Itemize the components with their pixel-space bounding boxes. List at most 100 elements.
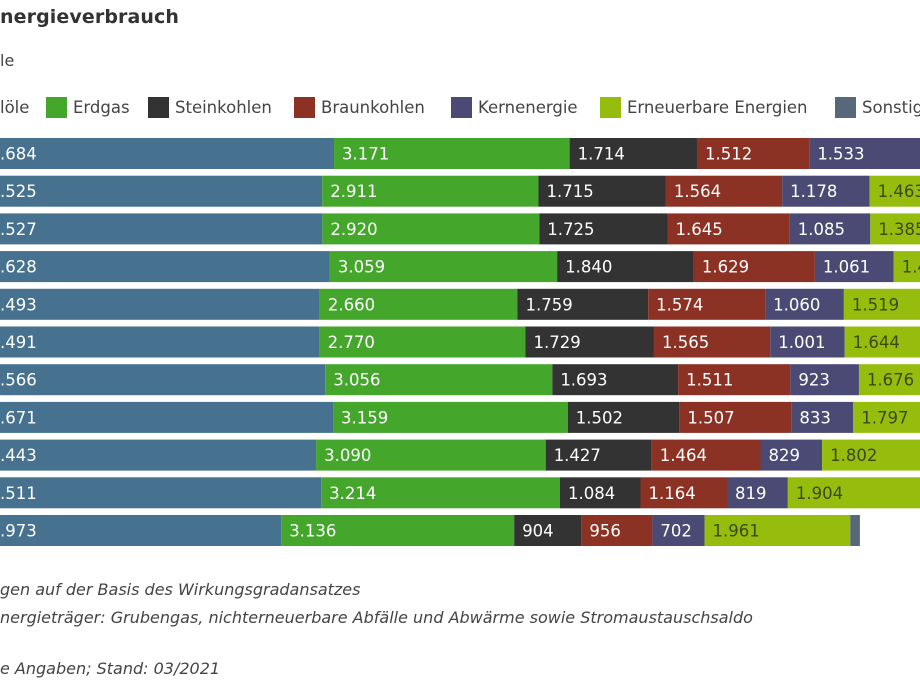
- data-label: 1.084: [568, 484, 615, 503]
- bar-segment-erdgas[interactable]: [281, 515, 515, 546]
- bar-segment-steinkohlen[interactable]: [525, 326, 654, 358]
- bar-segment-l-le[interactable]: [0, 439, 317, 471]
- data-label: 1.4: [902, 258, 920, 277]
- data-label: 904: [522, 522, 554, 541]
- bar-segment-steinkohlen[interactable]: [569, 138, 697, 169]
- footnote-2: nergieträger: Grubengas, nichterneuerbar…: [0, 608, 753, 627]
- bar-segment-l-le[interactable]: [0, 175, 323, 207]
- chart-subtitle: le: [0, 51, 15, 70]
- bar-segment-braunkohlen[interactable]: [678, 364, 791, 396]
- bar-segment-kernenergie[interactable]: [770, 326, 845, 358]
- bar-segment-erneuerbare-energien[interactable]: [787, 477, 920, 509]
- bar-segment-steinkohlen[interactable]: [559, 477, 641, 509]
- bar-segment-erdgas[interactable]: [333, 401, 568, 433]
- data-label: 1.729: [533, 333, 580, 352]
- bar-segment-kernenergie[interactable]: [790, 364, 859, 396]
- bar-segment-braunkohlen[interactable]: [696, 138, 810, 169]
- legend-item-1[interactable]: löle: [0, 95, 29, 119]
- bar-segment-kernenergie[interactable]: [765, 288, 844, 320]
- bar-segment-l-le[interactable]: [0, 138, 335, 169]
- bar-segment-erdgas[interactable]: [321, 477, 560, 509]
- legend-item-4[interactable]: Braunkohlen: [294, 95, 425, 119]
- bar-segment-erneuerbare-energien[interactable]: [853, 401, 920, 433]
- data-label: .491: [0, 333, 37, 352]
- bar-segment-l-le[interactable]: [0, 515, 282, 546]
- data-label: .684: [0, 145, 37, 164]
- data-label: 3.214: [329, 484, 376, 503]
- data-label: 1.533: [817, 145, 864, 164]
- bar-segment-kernenergie[interactable]: [789, 213, 871, 245]
- bar-segment-erneuerbare-energien[interactable]: [822, 439, 920, 471]
- bar-segment-steinkohlen[interactable]: [539, 213, 668, 245]
- bar-segment-kernenergie[interactable]: [791, 401, 854, 433]
- bar-segment-kernenergie[interactable]: [782, 175, 870, 207]
- bar-segment-l-le[interactable]: [0, 364, 326, 396]
- bar-segment-erneuerbare-energien[interactable]: [869, 175, 920, 207]
- bar-segment-braunkohlen[interactable]: [581, 515, 653, 546]
- bar-segment-steinkohlen[interactable]: [567, 401, 680, 433]
- bar-segment-l-le[interactable]: [0, 213, 323, 245]
- bar-row-11: .973 3.136 904 956 702 1.961: [0, 515, 860, 546]
- data-label: 1.676: [867, 371, 914, 390]
- bar-segment-braunkohlen[interactable]: [648, 288, 766, 320]
- bar-segment-erneuerbare-energien[interactable]: [843, 288, 920, 320]
- data-label: 833: [799, 408, 831, 427]
- bar-segment-steinkohlen[interactable]: [552, 364, 679, 396]
- bar-segment-erneuerbare-energien[interactable]: [858, 364, 920, 396]
- data-label: 3.059: [338, 258, 385, 277]
- legend-item-3[interactable]: Steinkohlen: [148, 95, 272, 119]
- bar-segment-braunkohlen[interactable]: [640, 477, 727, 509]
- bar-segment-kernenergie[interactable]: [760, 439, 823, 471]
- bar-segment-braunkohlen[interactable]: [693, 251, 815, 283]
- bar-segment-kernenergie[interactable]: [652, 515, 705, 546]
- data-label: 829: [769, 446, 801, 465]
- bar-segment-erneuerbare-energien[interactable]: [844, 326, 920, 358]
- data-label: .566: [0, 371, 37, 390]
- bar-segment-erdgas[interactable]: [319, 326, 526, 358]
- bar-segment-erdgas[interactable]: [319, 288, 518, 320]
- bar-segment-steinkohlen[interactable]: [514, 515, 582, 546]
- bar-segment-erneuerbare-energien[interactable]: [704, 515, 851, 546]
- data-label: .443: [0, 446, 37, 465]
- bar-segment-kernenergie[interactable]: [814, 251, 894, 283]
- legend-item-2[interactable]: Erdgas: [46, 95, 130, 119]
- bar-segment-braunkohlen[interactable]: [667, 213, 790, 245]
- bar-segment-braunkohlen[interactable]: [651, 439, 761, 471]
- data-label: 2.911: [330, 182, 377, 201]
- bar-segment-l-le[interactable]: [0, 477, 322, 509]
- bar-segment-braunkohlen[interactable]: [679, 401, 792, 433]
- bar-segment-erdgas[interactable]: [334, 138, 570, 169]
- legend-swatch: [148, 96, 169, 118]
- bar-segment-l-le[interactable]: [0, 326, 320, 358]
- data-label: 1.644: [853, 333, 900, 352]
- bar-segment-sonstig[interactable]: [850, 515, 860, 546]
- bar-segment-steinkohlen[interactable]: [517, 288, 649, 320]
- bar-segment-erneuerbare-energien[interactable]: [893, 251, 920, 283]
- bar-segment-l-le[interactable]: [0, 251, 330, 283]
- bar-segment-l-le[interactable]: [0, 401, 334, 433]
- bar-segment-erneuerbare-energien[interactable]: [870, 213, 920, 245]
- bar-segment-kernenergie[interactable]: [809, 138, 920, 169]
- data-label: 956: [589, 522, 621, 541]
- bar-segment-l-le[interactable]: [0, 288, 320, 320]
- bar-segment-erdgas[interactable]: [325, 364, 553, 396]
- bar-segment-erdgas[interactable]: [316, 439, 546, 471]
- bar-segment-braunkohlen[interactable]: [653, 326, 771, 358]
- bar-segment-kernenergie[interactable]: [726, 477, 788, 509]
- bar-segment-braunkohlen[interactable]: [665, 175, 783, 207]
- data-label: 1.574: [656, 295, 703, 314]
- legend-item-6[interactable]: Erneuerbare Energien: [600, 95, 808, 119]
- bar-segment-erdgas[interactable]: [322, 213, 540, 245]
- legend-item-7[interactable]: Sonstig: [835, 95, 920, 119]
- chart-title: nergieverbrauch: [0, 6, 180, 28]
- bar-segment-erdgas[interactable]: [329, 251, 558, 283]
- bar-segment-steinkohlen[interactable]: [545, 439, 652, 471]
- legend-item-5[interactable]: Kernenergie: [451, 95, 578, 119]
- bar-segment-steinkohlen[interactable]: [557, 251, 694, 283]
- data-label: 1.565: [662, 333, 709, 352]
- data-label: 1.693: [560, 371, 607, 390]
- bar-segment-erdgas[interactable]: [322, 175, 539, 207]
- data-label: 3.136: [289, 522, 336, 541]
- data-label: 1.802: [830, 446, 877, 465]
- bar-segment-steinkohlen[interactable]: [538, 175, 666, 207]
